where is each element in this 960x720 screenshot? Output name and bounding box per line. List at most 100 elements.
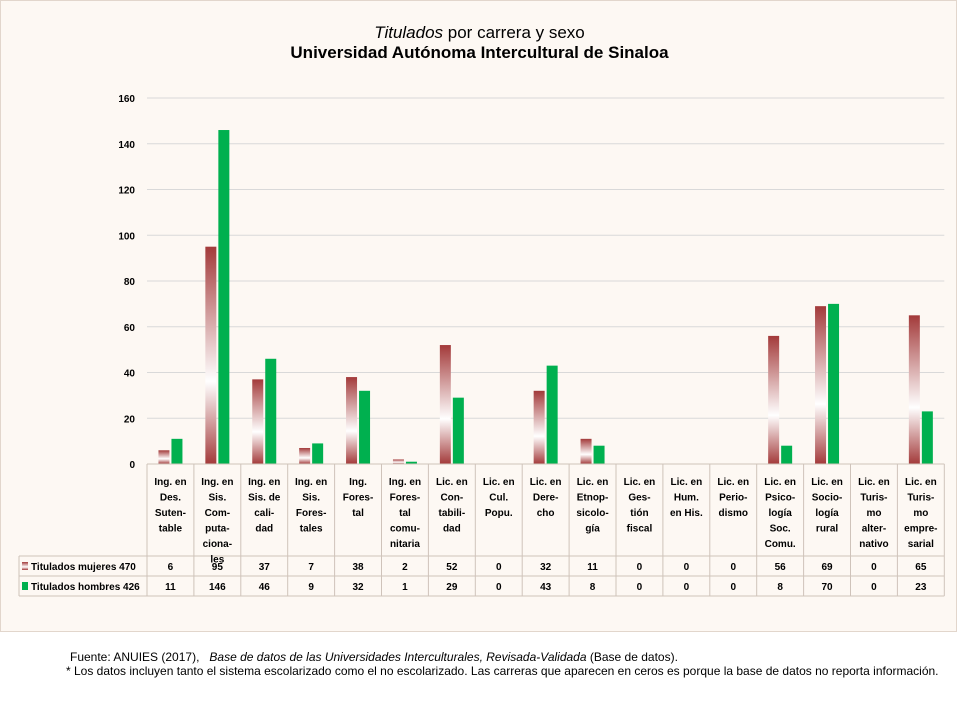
data-value: 1 [402,582,408,593]
category-label-line: fiscal [627,524,653,535]
category-label-line: Lic. en [764,477,796,488]
chart-title-line2: Universidad Autónoma Intercultural de Si… [290,43,669,62]
category-label-line: Ing. en [389,477,421,488]
category-label: Lic. en Psico-logía Soc. Comu. [764,477,796,550]
bar-hombres [828,303,840,464]
category-label-line: Soc. [770,524,791,535]
category-label: Lic. en Hum. en His. [670,477,703,519]
category-label-line: tión [630,508,648,519]
bar-hombres [405,461,417,464]
data-value: 0 [637,582,643,593]
category-label-line: Dere- [533,493,559,504]
category-label-line: Ing. en [295,477,327,488]
category-label-line: Con- [440,493,463,504]
category-label-line: dismo [719,508,748,519]
category-label-line: logía [815,508,839,519]
category-label: Lic. en Dere-cho [530,477,562,519]
category-label-line: les [210,555,224,566]
category-label-line: comu- [390,524,420,535]
category-label-line: nativo [859,539,888,550]
bar-mujeres [533,390,545,464]
chart-title-rest: por carrera y sexo [443,23,585,42]
bar-mujeres [346,377,358,464]
y-tick-label: 120 [118,186,135,197]
category-label-line: Perio- [719,493,747,504]
bar-hombres [265,358,277,464]
data-value: 43 [540,582,552,593]
category-label-line: alter- [862,524,886,535]
data-value: 0 [637,562,643,573]
category-label-line: Fores- [296,508,327,519]
category-label-line: sicolo- [576,508,608,519]
y-tick-label: 100 [118,231,135,242]
category-label-line: Ges- [628,493,650,504]
category-label-line: gía [585,524,600,535]
data-value: 95 [212,562,224,573]
data-value: 29 [446,582,458,593]
data-value: 38 [352,562,364,573]
bar-mujeres [299,447,311,464]
source-note: Fuente: ANUIES (2017), Base de datos de … [66,650,956,664]
category-label-line: Comu. [765,539,796,550]
category-label-line: empre- [904,524,937,535]
category-label: Lic. en Turis-mo empre-sarial [904,477,937,550]
data-value: 37 [259,562,271,573]
category-label-line: Turis- [860,493,887,504]
category-label-line: tal [352,508,364,519]
category-label: Ing. Fores-tal [343,477,374,519]
category-label-line: rural [816,524,838,535]
data-value: 0 [496,562,502,573]
data-value: 0 [871,562,877,573]
data-value: 6 [168,562,174,573]
category-label-line: Lic. en [530,477,562,488]
category-label-line: table [159,524,183,535]
legend-swatch-hombres [22,582,28,590]
category-label-line: Des. [160,493,181,504]
category-label-line: Lic. en [858,477,890,488]
category-label: Lic. en Cul. Popu. [483,477,515,519]
category-label-line: Popu. [485,508,513,519]
category-label-line: dad [443,524,461,535]
bar-hombres [921,411,933,464]
category-label-line: Lic. en [811,477,843,488]
data-value: 7 [308,562,314,573]
source-suffix: (Base de datos). [586,650,678,664]
category-label-line: Lic. en [436,477,468,488]
bar-hombres [359,390,371,464]
category-label-line: sarial [908,539,934,550]
bar-hombres [781,445,793,464]
category-label-line: tabili- [439,508,466,519]
chart-title-line1: Titulados por carrera y sexo [1,23,958,43]
category-label-line: Ing. en [248,477,280,488]
bar-hombres [546,365,558,464]
category-label-line: cho [537,508,555,519]
category-label: Lic. en Etnop-sicolo-gía [576,477,608,535]
bar-mujeres [158,450,170,464]
category-label-line: Hum. [674,493,699,504]
footer: Fuente: ANUIES (2017), Base de datos de … [66,650,956,678]
bar-mujeres [768,335,780,464]
legend-label-hombres: Titulados hombres 426 [31,582,140,593]
data-value: 8 [590,582,596,593]
category-label: Lic. en Perio-dismo [717,477,749,519]
y-tick-label: 20 [124,414,136,425]
y-tick-label: 80 [124,277,136,288]
category-label-line: mo [913,508,928,519]
category-label: Ing. en Des. Suten-table [154,477,186,535]
data-value: 23 [915,582,927,593]
data-table: Ing. en Des. Suten-table Ing. en Sis. Com-put… [18,463,945,597]
category-label-line: dad [255,524,273,535]
data-value: 0 [684,582,690,593]
category-label: Ing. en Sis. Fores-tales [295,477,327,535]
category-label-line: en His. [670,508,703,519]
category-label-line: tales [300,524,323,535]
source-title: Base de datos de las Universidades Inter… [209,650,587,664]
category-label-line: ciona- [203,539,232,550]
category-label-line: Fores- [343,493,374,504]
y-tick-label: 60 [124,323,136,334]
category-label-line: Socio- [812,493,843,504]
category-label-line: Turis- [907,493,934,504]
bar-mujeres [580,438,592,464]
category-label: Ing. en Sis. Com-puta-ciona-les [201,477,233,566]
